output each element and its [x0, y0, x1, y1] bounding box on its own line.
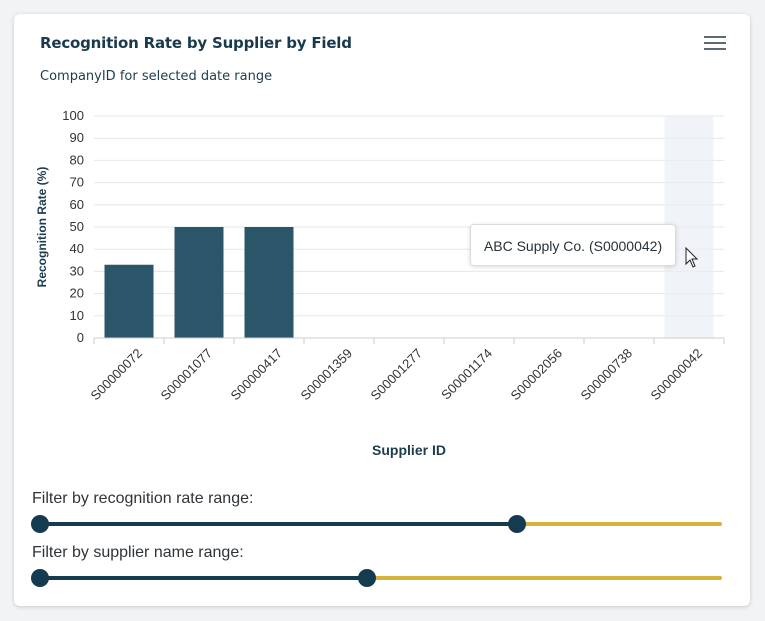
y-tick-label: 70 — [70, 175, 84, 190]
y-tick-label: 10 — [70, 308, 84, 323]
chart-subtitle: CompanyID for selected date range — [40, 69, 273, 84]
chart-title: Recognition Rate by Supplier by Field — [40, 34, 352, 52]
slider-track[interactable] — [40, 576, 722, 580]
slider-min-handle[interactable] — [31, 569, 49, 587]
recognition-filter-label: Filter by recognition rate range: — [32, 490, 254, 507]
x-tick-label: S00001077 — [157, 346, 215, 404]
mouse-cursor-icon — [685, 247, 699, 268]
x-tick-label: S00001277 — [367, 346, 425, 404]
bars — [104, 227, 294, 338]
y-tick-labels: 0 10 20 30 40 50 60 70 80 90 100 — [62, 108, 84, 345]
y-tick-label: 90 — [70, 130, 84, 145]
x-tick-label: S00000738 — [577, 346, 635, 404]
x-tick-label: S00001174 — [438, 346, 495, 403]
bar-S00000072[interactable] — [104, 264, 154, 338]
x-tick-label: S00000072 — [87, 346, 145, 404]
y-tick-label: 80 — [70, 152, 84, 167]
y-axis-label: Recognition Rate (%) — [35, 167, 49, 288]
hamburger-menu-icon[interactable] — [704, 36, 726, 52]
y-tick-label: 50 — [70, 219, 84, 234]
y-tick-label: 40 — [70, 241, 84, 256]
supplier-range-slider[interactable] — [31, 568, 722, 588]
x-tick-label: S00002056 — [507, 346, 565, 404]
x-tick-label: S00000417 — [227, 346, 285, 404]
supplier-filter-label: Filter by supplier name range: — [32, 544, 244, 561]
x-tick-label: S00001359 — [297, 346, 355, 404]
y-tick-label: 30 — [70, 263, 84, 278]
slider-max-handle[interactable] — [508, 515, 527, 533]
y-tick-label: 100 — [62, 108, 84, 123]
slider-max-handle[interactable] — [358, 569, 377, 587]
chart-card: Recognition Rate by Supplier by Field Co… — [14, 14, 750, 606]
y-tick-label: 60 — [70, 197, 84, 212]
slider-min-handle[interactable] — [31, 515, 49, 533]
slider-selected-range — [40, 522, 518, 526]
y-tick-label: 0 — [77, 330, 84, 345]
bar-tooltip: ABC Supply Co. (S0000042) — [470, 224, 676, 266]
x-tick-label: S00000042 — [647, 346, 705, 404]
x-axis-label: Supplier ID — [372, 442, 446, 458]
recognition-range-slider[interactable] — [31, 514, 722, 534]
bar-S00000417[interactable] — [244, 227, 294, 338]
slider-selected-range — [40, 576, 368, 580]
x-tick-labels: S00000072 S00001077 S00000417 S00001359 S000… — [87, 338, 725, 404]
bar-chart: 0 10 20 30 40 50 60 70 80 90 100 S00000072 S0000107… — [35, 108, 725, 458]
bar-S00001077[interactable] — [174, 227, 224, 338]
y-tick-label: 20 — [70, 286, 84, 301]
